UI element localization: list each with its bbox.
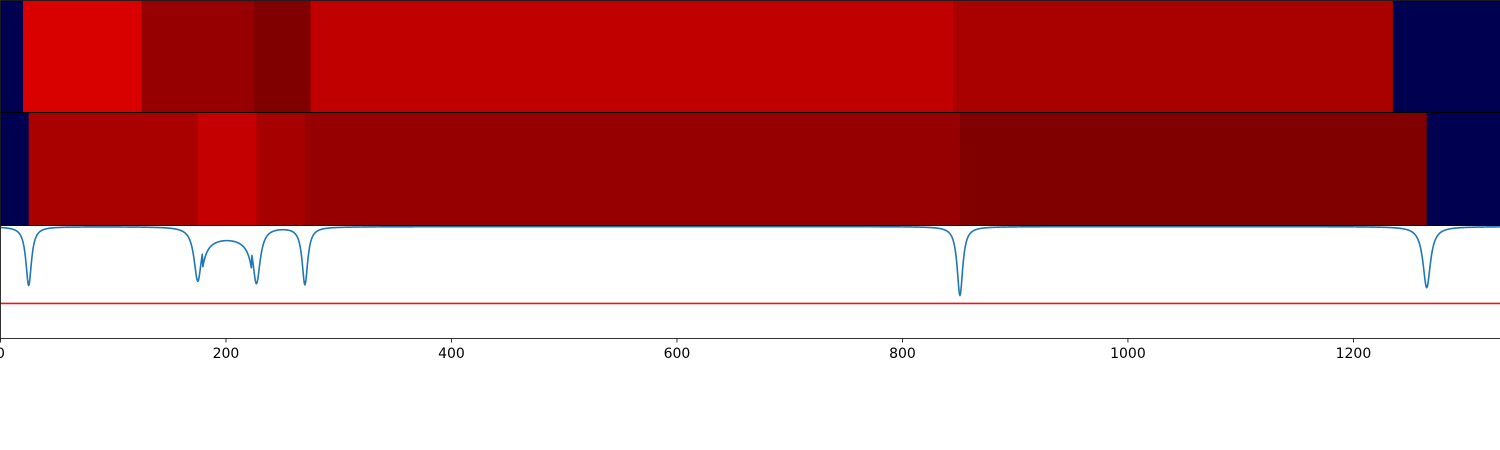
- heatmap-segment-0-0: [0, 0, 24, 113]
- signal-panel-background: [0, 225, 1500, 339]
- heatmap-segment-1-1: [28, 112, 199, 226]
- heatmap-segment-1-3: [256, 112, 306, 226]
- heatmap-segment-0-3: [254, 0, 312, 113]
- panel-frames: [0, 0, 1500, 339]
- x-tick-label-800: 800: [889, 346, 916, 362]
- heatmap-segment-0-6: [1392, 0, 1500, 113]
- heatmap-track-bottom: [0, 112, 1500, 226]
- heatmap-segment-0-4: [310, 0, 954, 113]
- x-tick-label-1000: 1000: [1110, 346, 1146, 362]
- heatmap-segment-1-4: [304, 112, 961, 226]
- x-tick-label-400: 400: [438, 346, 465, 362]
- panel-frame-2: [0, 225, 1500, 339]
- heatmap-segment-1-2: [197, 112, 257, 226]
- heatmap-segment-0-1: [23, 0, 142, 113]
- x-axis: 0 200 400 600 800 1000 1200: [0, 338, 1372, 362]
- signal-panel: [0, 225, 1500, 339]
- heatmap-segment-0-5: [953, 0, 1394, 113]
- heatmap-segment-0-2: [141, 0, 255, 113]
- x-tick-label-0: 0: [0, 346, 5, 362]
- heatmap-track-top: [0, 0, 1500, 113]
- heatmap-segment-1-6: [1426, 112, 1500, 226]
- heatmap-segment-1-0: [0, 112, 30, 226]
- heatmap-segment-1-5: [959, 112, 1428, 226]
- x-tick-label-1200: 1200: [1336, 346, 1372, 362]
- signal-series-line: [0, 225, 1500, 297]
- x-tick-label-200: 200: [213, 346, 240, 362]
- x-tick-label-600: 600: [664, 346, 691, 362]
